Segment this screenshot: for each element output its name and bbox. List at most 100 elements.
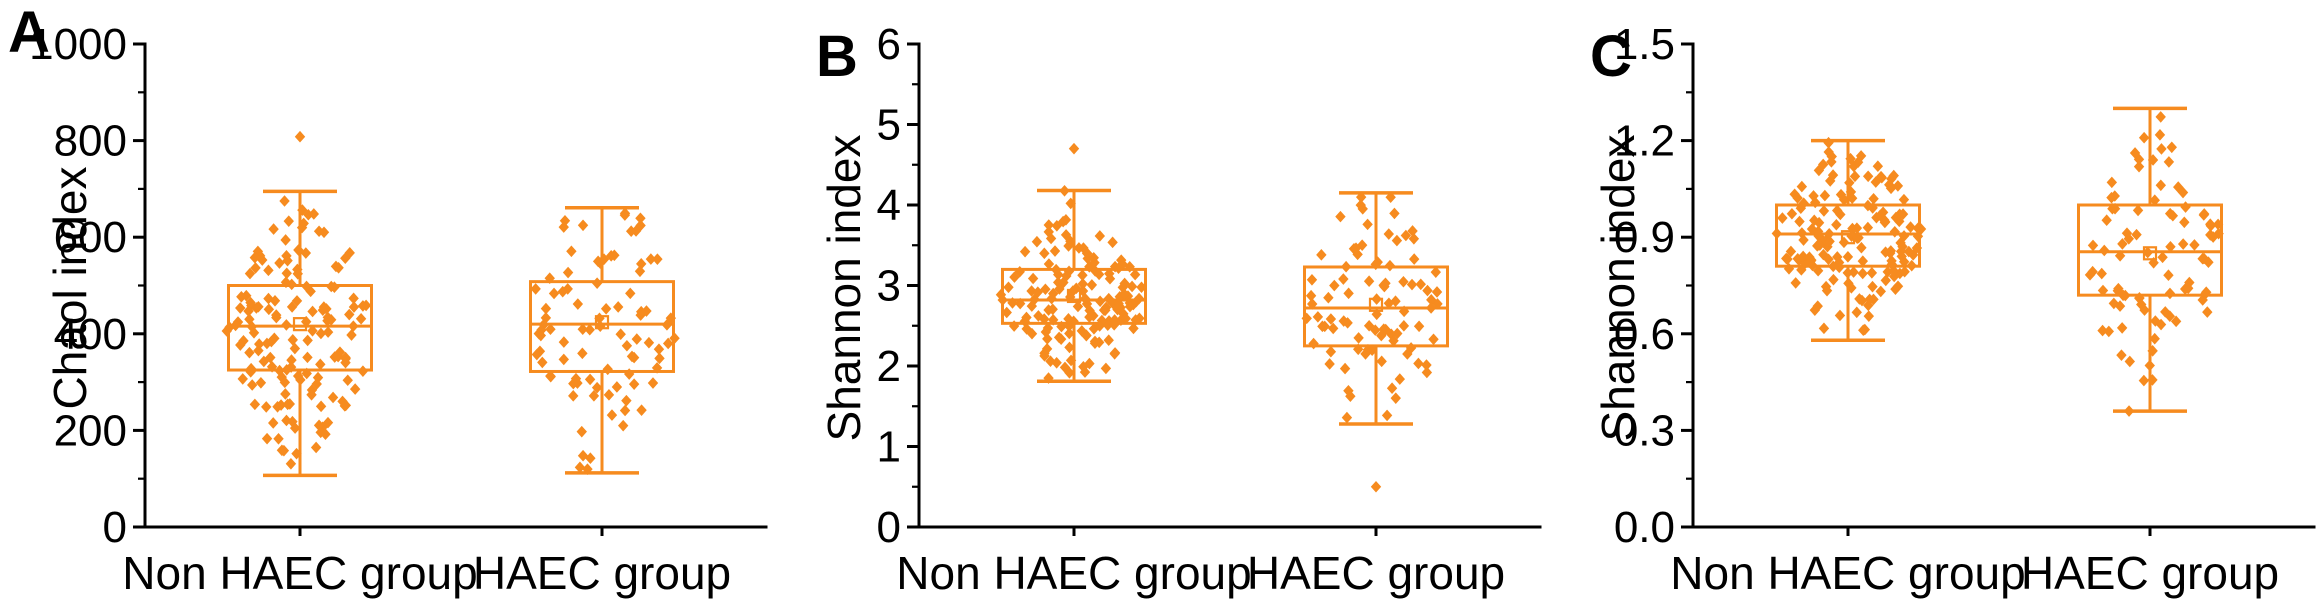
scatter-point [1855,150,1867,162]
scatter-point [280,388,291,400]
scatter-point [1866,267,1878,279]
scatter-point [357,365,369,377]
y-tick-label: 0 [877,503,901,552]
scatter-point [1104,267,1115,280]
scatter-point [261,401,272,413]
y-tick-label: 0.6 [1614,310,1675,359]
scatter-point [1819,189,1831,202]
scatter-point [584,323,595,336]
scatter-point [1325,313,1337,325]
scatter-point [603,389,615,401]
scatter-point [1081,329,1092,342]
scatter-point [1027,272,1039,285]
scatter-point [1864,293,1875,306]
scatter-point [1039,313,1050,325]
scatter-point [289,342,301,355]
scatter-point [1370,258,1381,271]
scatter-point [287,334,298,346]
scatter-point [1413,357,1424,370]
scatter-point [2205,218,2216,231]
scatter-point [1325,345,1337,358]
scatter-point [625,225,637,238]
y-tick-label: 0 [103,503,127,552]
scatter-point [1049,245,1061,257]
scatter-point [1307,298,1318,310]
scatter-point [2199,208,2210,220]
scatter-point [1109,347,1120,360]
shannon-box-scatter-plot: 0 1 2 3 4 5 6 [877,20,1542,552]
scatter-point [1818,322,1830,335]
scatter-point [2139,304,2150,316]
scatter-point [1812,264,1824,277]
panel-c: 0.0 0.3 0.6 0.9 1.2 1.5 C Shannon index Non H… [1548,0,2322,610]
scatter-point [346,329,357,341]
scatter-point [279,376,291,389]
scatter-point [548,287,560,300]
scatter-point [244,346,255,359]
scatter-point [619,404,631,417]
scatter-point [1832,204,1843,217]
scatter-point [1398,275,1409,288]
x-tick-label-non-haec-group: Non HAEC group [896,547,1252,599]
scatter-point [261,432,273,445]
scatter-point [1064,327,1075,340]
scatter-point [1432,298,1443,310]
scatter-point [591,277,603,289]
scatter-point [313,225,325,238]
scatter-point [1129,268,1141,281]
scatter-point [2121,227,2133,240]
scatter-point [1771,227,1783,240]
scatter-point [322,326,334,338]
scatter-point [253,300,264,313]
scatter-point [617,419,629,432]
scatter-point [1862,221,1874,234]
scatter-point [2155,179,2167,192]
scatter-point [584,373,596,386]
scatter-point [1421,359,1432,371]
scatter-point [282,254,293,267]
scatter-point [2156,143,2167,155]
scatter-point [283,215,294,227]
scatter-point [1407,225,1418,237]
scatter-point [2123,405,2135,417]
scatter-point [1843,277,1854,290]
scatter-point [1906,259,1917,272]
scatter-point [1880,216,1891,228]
scatter-point [1057,215,1069,228]
y-axis-label: Chaol index [44,166,96,410]
scatter-point [1838,236,1850,249]
scatter-point [531,348,543,361]
scatter-point [558,336,570,348]
scatter-point [1376,355,1387,368]
scatter-point [1895,237,1906,249]
scatter-point [1371,308,1382,321]
scatter-point [1912,230,1924,243]
scatter-point [2142,246,2153,259]
scatter-point [2101,214,2112,226]
scatter-point [1406,278,1418,291]
scatter-point [266,360,278,373]
scatter-point [1792,192,1803,204]
scatter-point [300,247,312,259]
scatter-point [2177,238,2189,250]
scatter-point [537,356,548,369]
x-tick-label-haec-group: HAEC group [1246,547,1506,599]
scatter-point [619,207,631,220]
scatter-point [1378,279,1389,292]
scatter-points-1 [2084,111,2224,417]
scatter-point [1885,182,1897,195]
scatter-point [281,363,292,376]
panel-letter-c: C [1590,24,1632,89]
scatter-point [559,214,571,227]
scatter-point [2198,252,2210,265]
scatter-point [235,302,246,314]
scatter-point [1357,203,1368,215]
scatter-points-0 [995,142,1147,384]
scatter-point [224,321,235,334]
scatter-point [272,400,283,413]
scatter-points-1 [530,207,680,475]
scatter-point [1421,366,1433,379]
scatter-point [1389,207,1400,220]
y-tick-label: 800 [54,117,127,166]
scatter-point [1838,193,1850,206]
